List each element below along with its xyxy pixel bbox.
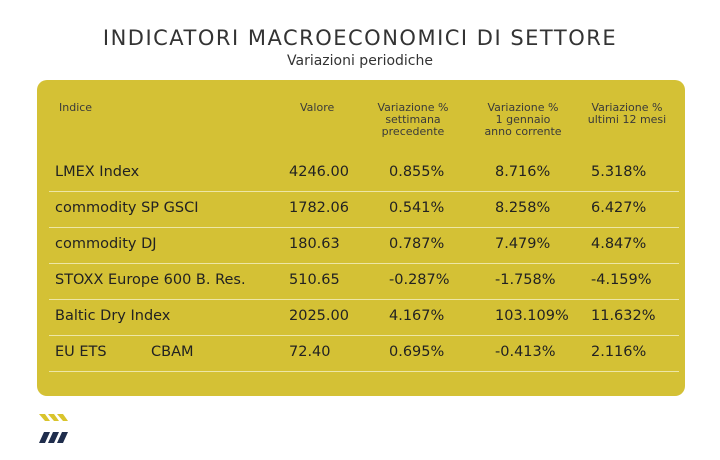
cell-var-gen: -0.413% bbox=[495, 344, 556, 360]
cell-valore: 4246.00 bbox=[289, 164, 349, 180]
cell-indice: commodity SP GSCI bbox=[55, 200, 199, 216]
cell-var-12: 4.847% bbox=[591, 236, 647, 252]
cell-var-12: -4.159% bbox=[591, 272, 652, 288]
cell-var-sett: 0.855% bbox=[389, 164, 445, 180]
cell-valore: 510.65 bbox=[289, 272, 340, 288]
cell-var-12: 11.632% bbox=[591, 308, 656, 324]
table-row: commodity SP GSCI 1782.06 0.541% 8.258% 6.42… bbox=[49, 191, 679, 228]
page-subtitle: Variazioni periodiche bbox=[287, 53, 433, 69]
cell-var-gen: 103.109% bbox=[495, 308, 569, 324]
header-var-settimana: Variazione % settimana precedente bbox=[377, 101, 449, 138]
table-row: LMEX Index 4246.00 0.855% 8.716% 5.318% bbox=[49, 155, 679, 192]
cell-var-sett: 0.787% bbox=[389, 236, 445, 252]
header-var-12-mesi: Variazione % ultimi 12 mesi bbox=[587, 101, 667, 126]
cell-var-sett: 0.695% bbox=[389, 344, 445, 360]
cell-valore: 180.63 bbox=[289, 236, 340, 252]
cell-var-12: 2.116% bbox=[591, 344, 647, 360]
cell-var-12: 5.318% bbox=[591, 164, 647, 180]
header-var-gennaio: Variazione % 1 gennaio anno corrente bbox=[484, 101, 562, 138]
cell-indice: Baltic Dry Index bbox=[55, 308, 171, 324]
cell-indice: EU ETS bbox=[55, 344, 107, 360]
cell-var-gen: 8.258% bbox=[495, 200, 551, 216]
cell-var-gen: -1.758% bbox=[495, 272, 556, 288]
cell-valore: 2025.00 bbox=[289, 308, 349, 324]
cell-var-12: 6.427% bbox=[591, 200, 647, 216]
table-row: commodity DJ 180.63 0.787% 7.479% 4.847% bbox=[49, 227, 679, 264]
table-row: EU ETS CBAM 72.40 0.695% -0.413% 2.116% bbox=[49, 335, 679, 372]
cell-var-sett: 0.541% bbox=[389, 200, 445, 216]
cell-indice: STOXX Europe 600 B. Res. bbox=[55, 272, 246, 288]
cell-valore: 72.40 bbox=[289, 344, 331, 360]
table-row: STOXX Europe 600 B. Res. 510.65 -0.287% -1.… bbox=[49, 263, 679, 300]
cell-var-gen: 7.479% bbox=[495, 236, 551, 252]
cell-indice: LMEX Index bbox=[55, 164, 140, 180]
cell-var-sett: 4.167% bbox=[389, 308, 445, 324]
cell-var-sett: -0.287% bbox=[389, 272, 450, 288]
table-row: Baltic Dry Index 2025.00 4.167% 103.109% 11.… bbox=[49, 299, 679, 336]
cell-valore: 1782.06 bbox=[289, 200, 349, 216]
logo-stripe-yellow bbox=[57, 414, 68, 421]
chevron-stripes-logo bbox=[39, 414, 68, 443]
logo-stripe-navy bbox=[39, 432, 50, 443]
logo-stripe-navy bbox=[57, 432, 68, 443]
logo-stripe-navy bbox=[48, 432, 59, 443]
cell-var-gen: 8.716% bbox=[495, 164, 551, 180]
indicators-table: Indice Valore Variazione % settimana pre… bbox=[37, 80, 685, 396]
header-valore: Valore bbox=[300, 101, 335, 114]
logo-stripe-yellow bbox=[48, 414, 59, 421]
cell-indice: commodity DJ bbox=[55, 236, 157, 252]
cell-indice2: CBAM bbox=[151, 344, 194, 360]
page-title: INDICATORI MACROECONOMICI DI SETTORE bbox=[102, 26, 618, 50]
header-indice: Indice bbox=[59, 101, 93, 114]
logo-stripe-yellow bbox=[39, 414, 50, 421]
